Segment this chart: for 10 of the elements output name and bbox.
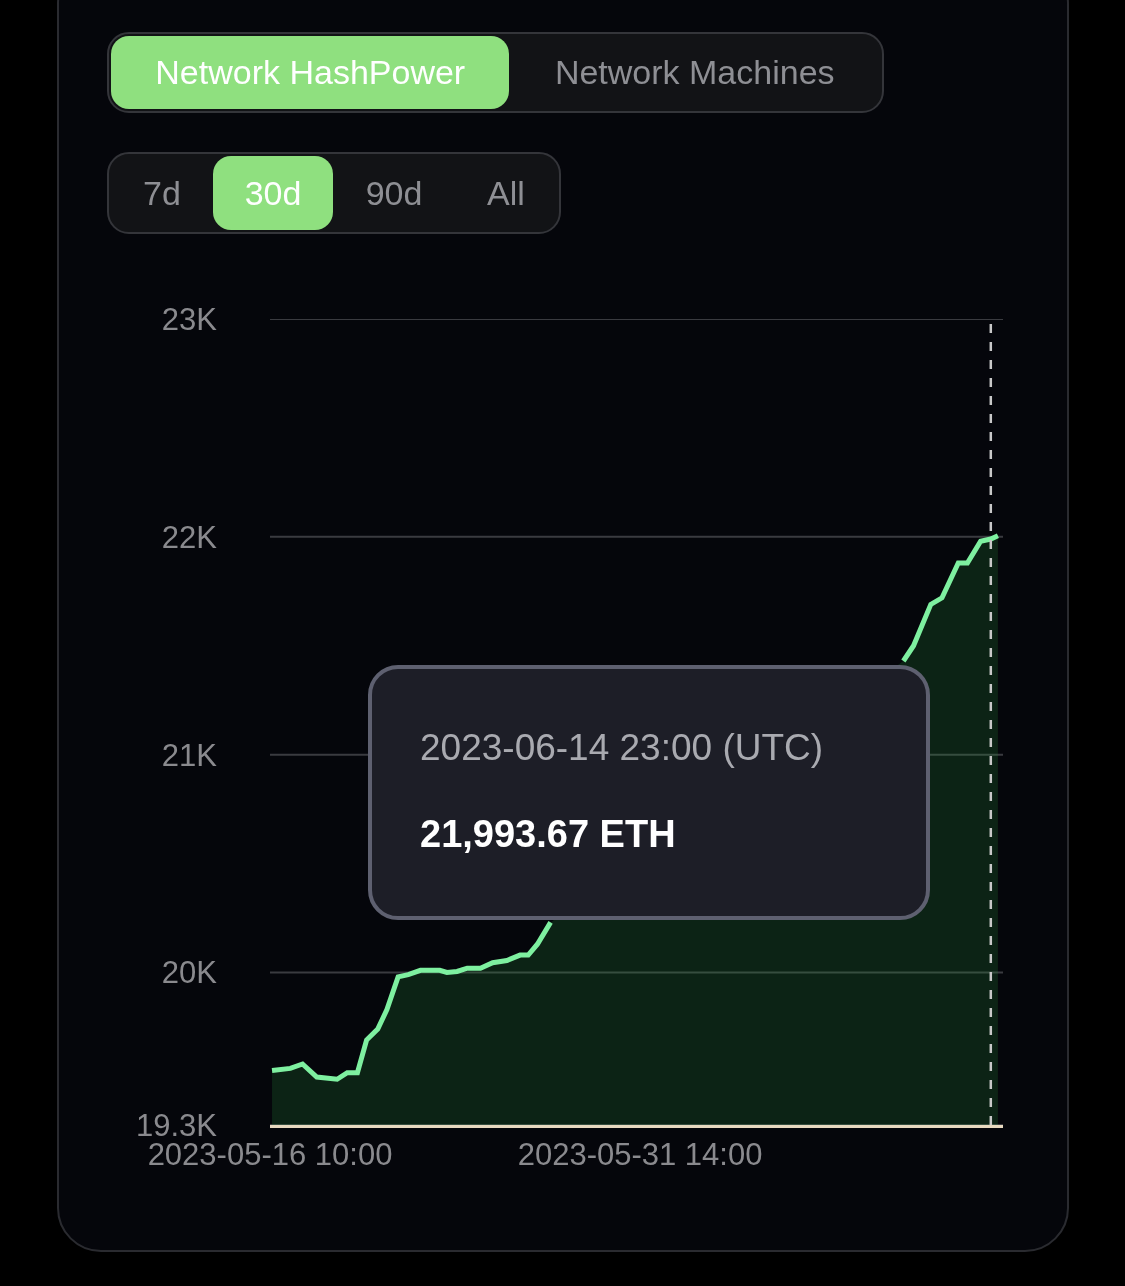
tab-switch: Network HashPower Network Machines (107, 32, 884, 113)
y-tick-label: 21K (161, 737, 218, 773)
x-tick-label: 2023-05-31 14:00 (517, 1137, 763, 1173)
y-tick-label: 22K (161, 519, 218, 555)
annotation: 21,993.67 ETH (420, 813, 677, 856)
y-tick-label: 20K (161, 955, 218, 991)
y-tick-label: 23K (161, 301, 218, 337)
annotation: 2023-06-14 23:00 (UTC) (420, 727, 825, 769)
tooltip-card: 2023-06-14 23:00 (UTC) 21,993.67 ETH (368, 665, 930, 920)
range-switch: 7d 30d 90d All (107, 152, 561, 234)
